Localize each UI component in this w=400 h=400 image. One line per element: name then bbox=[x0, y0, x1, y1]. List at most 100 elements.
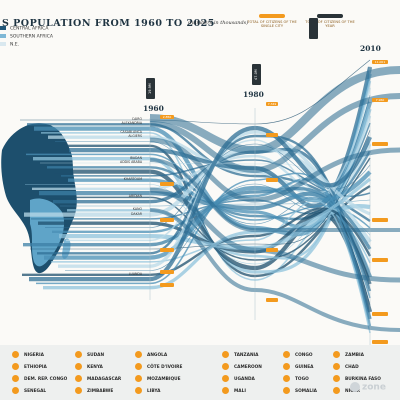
country-name: MALI bbox=[234, 389, 246, 394]
country-name: ZAMBIA bbox=[345, 353, 364, 358]
watermark: zone bbox=[350, 382, 386, 393]
country-legend-item: ZIMBABWE bbox=[75, 387, 113, 394]
country-number-badge bbox=[75, 363, 82, 370]
page-title: S POPULATION FROM 1960 TO 2025 bbox=[2, 18, 215, 29]
country-name: BURKINA FASO bbox=[345, 377, 381, 382]
city-value-pill bbox=[160, 182, 174, 186]
country-legend-item: ETHIOPIA bbox=[12, 363, 47, 370]
city-label: CASABLANCA bbox=[120, 129, 142, 134]
country-number-badge bbox=[283, 363, 290, 370]
region-legend-southern: SOUTHERN AFRICA bbox=[0, 34, 53, 40]
city-flow-line bbox=[66, 87, 371, 242]
country-legend-item: MOZAMBIQUE bbox=[135, 375, 181, 382]
country-legend-item: ANGOLA bbox=[135, 351, 167, 358]
city-flow-band bbox=[149, 93, 400, 174]
country-legend-item: DEM. REP. CONGO bbox=[12, 375, 67, 382]
city-value-pill: 7,349 bbox=[266, 102, 278, 106]
city-flow-line bbox=[30, 129, 371, 250]
country-legend-item: CAMEROON bbox=[222, 363, 262, 370]
country-legend-item: NIGERIA bbox=[12, 351, 44, 358]
country-number-badge bbox=[333, 351, 340, 358]
country-number-badge bbox=[222, 387, 229, 394]
country-number-badge bbox=[75, 351, 82, 358]
country-legend-item: TOGO bbox=[283, 375, 309, 382]
city-value-pill: 2,850 bbox=[160, 115, 174, 119]
country-legend-item: CÔTE D'IVOIRE bbox=[135, 363, 182, 370]
country-legend-item: KENYA bbox=[75, 363, 103, 370]
country-legend-item: MADAGASCAR bbox=[75, 375, 121, 382]
country-number-badge bbox=[283, 375, 290, 382]
city-value-pill bbox=[160, 270, 174, 274]
region-legend-ne: N.E. bbox=[0, 42, 19, 48]
city-value-pill bbox=[372, 258, 388, 262]
city-value-pill bbox=[372, 142, 388, 146]
country-name: ZIMBABWE bbox=[87, 389, 114, 394]
country-name: MOZAMBIQUE bbox=[147, 377, 181, 382]
city-flow-line bbox=[31, 122, 371, 220]
city-value-pill bbox=[266, 133, 278, 137]
population-flow-chart bbox=[1, 59, 400, 345]
city-value-pill bbox=[160, 218, 174, 222]
city-flow-line bbox=[65, 94, 371, 271]
country-legend-item: MALI bbox=[222, 387, 246, 394]
city-value-pill: 7,960 bbox=[372, 98, 388, 102]
city-flow-line bbox=[39, 190, 372, 278]
city-value-pill bbox=[266, 298, 278, 302]
country-legend-item: ZAMBIA bbox=[333, 351, 364, 358]
country-name: MADAGASCAR bbox=[87, 377, 122, 382]
page-subtitle: (numbers in thousands) bbox=[188, 20, 249, 26]
city-flow-line bbox=[60, 199, 371, 207]
country-name: SENEGAL bbox=[24, 389, 47, 394]
region-legend-central: CENTRAL AFRICA bbox=[0, 26, 48, 32]
year-total-1960: 19.9M bbox=[146, 78, 155, 99]
country-name: LIBYA bbox=[147, 389, 161, 394]
city-label: ALGIERS bbox=[128, 134, 142, 139]
country-name: TOGO bbox=[295, 377, 309, 382]
country-name: CÔTE D'IVOIRE bbox=[147, 365, 183, 370]
country-name: KENYA bbox=[87, 365, 103, 370]
country-number-badge bbox=[333, 387, 340, 394]
city-label: KHARTOUM bbox=[123, 177, 142, 182]
country-number-badge bbox=[222, 375, 229, 382]
country-name: TANZANIA bbox=[234, 353, 259, 358]
city-flow-band bbox=[149, 66, 400, 155]
year-2010: 2010 bbox=[360, 44, 381, 53]
country-name: ANGOLA bbox=[147, 353, 168, 358]
country-legend-item: SUDAN bbox=[75, 351, 104, 358]
intro-text bbox=[64, 34, 182, 72]
country-name: DEM. REP. CONGO bbox=[24, 377, 68, 382]
country-legend-item: GUINEA bbox=[283, 363, 313, 370]
city-value-pill bbox=[266, 178, 278, 182]
country-number-badge bbox=[283, 387, 290, 394]
city-flow-line bbox=[67, 80, 372, 260]
city-value-pill bbox=[372, 218, 388, 222]
country-number-badge bbox=[135, 375, 142, 382]
country-number-badge bbox=[135, 351, 142, 358]
country-legend-item: SOMALIA bbox=[283, 387, 317, 394]
year-1980: 1980 bbox=[243, 90, 264, 99]
city-label: ADDIS ABABA bbox=[120, 160, 142, 164]
country-name: SUDAN bbox=[87, 353, 105, 358]
country-legend-item: CHAD bbox=[333, 363, 359, 370]
city-value-pill bbox=[372, 340, 388, 344]
country-legend-item: CONGO bbox=[283, 351, 313, 358]
city-value-pill bbox=[266, 248, 278, 252]
legend-year-total: TOTAL OF CITIZENS OF THE YEAR bbox=[300, 14, 360, 28]
city-flow-line bbox=[36, 172, 371, 299]
country-number-badge bbox=[135, 363, 142, 370]
country-number-badge bbox=[12, 351, 19, 358]
country-legend: NIGERIA ETHIOPIA DEM. REP. CONGO SENEGAL SUD… bbox=[0, 345, 400, 400]
country-name: SOMALIA bbox=[295, 389, 318, 394]
country-legend-item: TANZANIA bbox=[222, 351, 258, 358]
country-number-badge bbox=[75, 375, 82, 382]
country-number-badge bbox=[12, 387, 19, 394]
city-flow-line bbox=[43, 177, 372, 290]
country-legend-item: LIBYA bbox=[135, 387, 160, 394]
country-number-badge bbox=[333, 363, 340, 370]
year-1960: 1960 bbox=[143, 104, 164, 113]
country-number-badge bbox=[222, 351, 229, 358]
city-label: ALEXANDRIA bbox=[121, 121, 142, 126]
country-number-badge bbox=[75, 387, 82, 394]
country-name: CONGO bbox=[295, 353, 313, 358]
